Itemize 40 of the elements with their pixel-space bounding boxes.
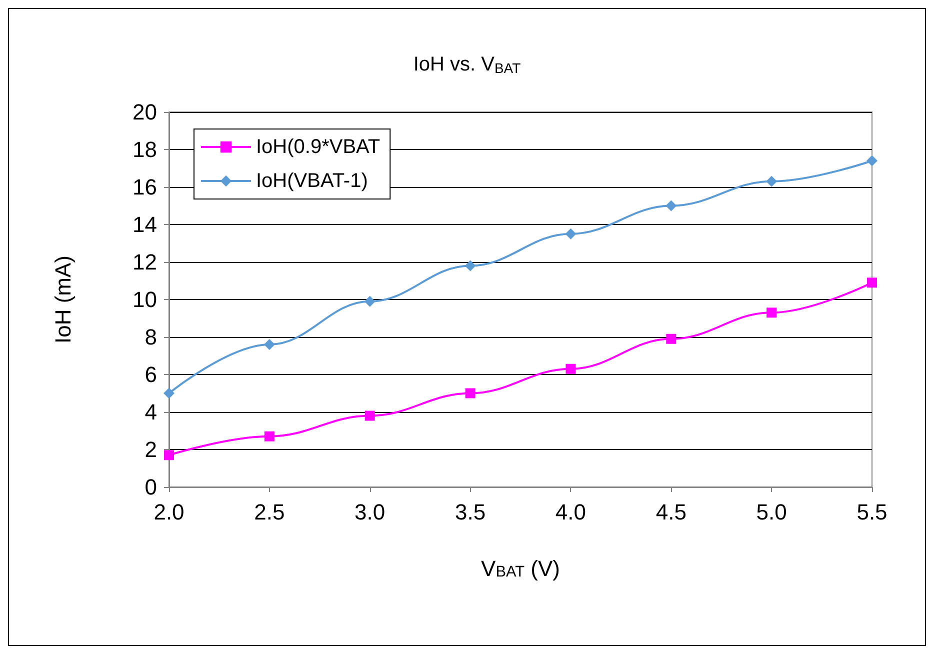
point: [566, 364, 576, 374]
point: [867, 278, 877, 288]
y-tick-label: 10: [132, 287, 157, 312]
x-tick-label: 5.5: [856, 500, 888, 524]
point: [364, 296, 376, 307]
point: [264, 339, 275, 350]
point: [465, 388, 476, 398]
y-tick-label: 14: [132, 212, 157, 237]
x-tick-label: 3.5: [454, 500, 486, 524]
point: [666, 200, 677, 212]
x-tick-label: 2.5: [254, 500, 285, 524]
y-tick-label: 12: [132, 250, 157, 274]
x-tick-label: 5.0: [756, 500, 787, 524]
y-tick-label: 6: [144, 362, 157, 387]
point: [164, 450, 174, 460]
point: [766, 176, 778, 187]
point: [164, 388, 174, 399]
point: [766, 308, 777, 318]
x-tick-label: 2.0: [154, 500, 184, 524]
point: [866, 155, 878, 166]
legend-label: IoH(0.9*VBAT: [256, 136, 380, 158]
y-tick-label: 4: [144, 400, 157, 424]
point: [464, 260, 476, 272]
y-tick-label: 2: [144, 437, 157, 462]
point: [264, 431, 274, 442]
x-tick-label: 3.0: [354, 500, 386, 524]
x-axis-title: VBAT (V): [481, 556, 560, 581]
y-tick-label: 16: [132, 174, 157, 200]
y-tick-label: 18: [132, 137, 157, 162]
x-tick-label: 4.0: [555, 500, 586, 524]
point: [565, 228, 576, 240]
legend-label: IoH(VBAT-1): [256, 170, 368, 192]
x-tick-label: 4.5: [656, 500, 686, 524]
y-axis-title: IoH (mA): [50, 256, 76, 344]
point: [364, 410, 375, 421]
y-tick-label: 20: [132, 100, 157, 124]
y-tick-label: 0: [144, 474, 157, 500]
y-tick-label: 8: [144, 324, 157, 350]
chart-title: IoH vs. VBAT: [413, 54, 522, 76]
point: [666, 334, 676, 344]
